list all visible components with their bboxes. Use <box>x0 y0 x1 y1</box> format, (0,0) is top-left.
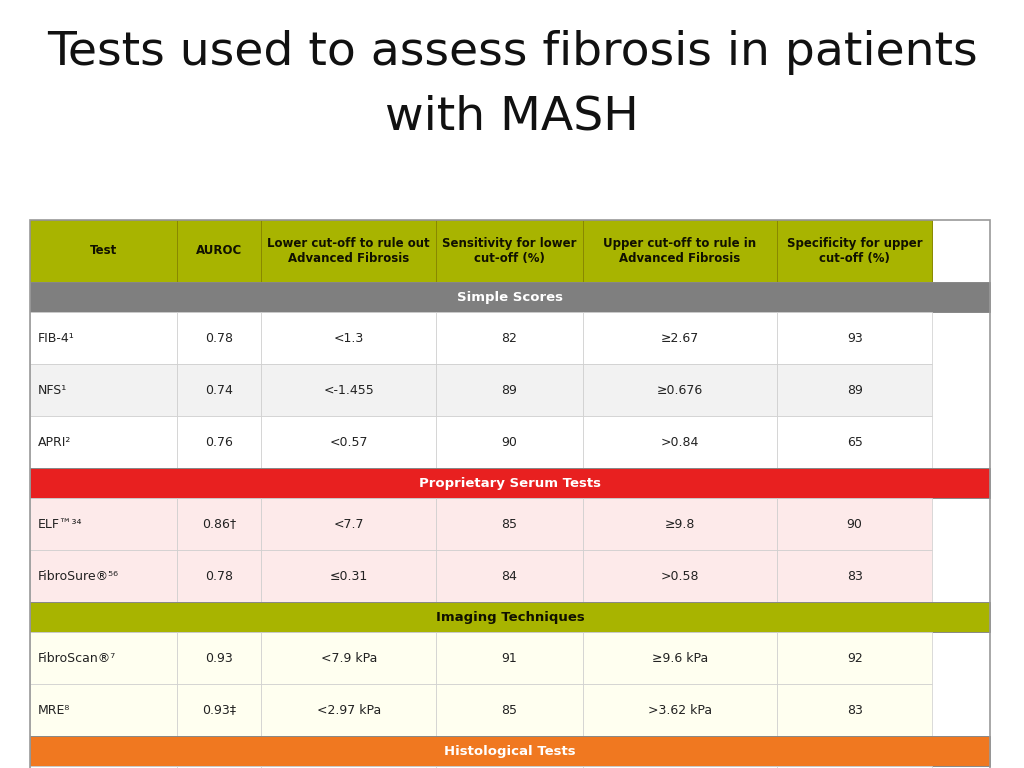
Text: 0.93‡: 0.93‡ <box>202 703 237 717</box>
Text: <2.97 kPa: <2.97 kPa <box>316 703 381 717</box>
Text: 0.78: 0.78 <box>205 332 233 345</box>
Text: 0.93: 0.93 <box>205 651 233 664</box>
Text: FibroSure®⁵⁶: FibroSure®⁵⁶ <box>38 570 119 582</box>
Text: ≥9.8: ≥9.8 <box>665 518 695 531</box>
Text: 93: 93 <box>847 332 862 345</box>
Text: <7.7: <7.7 <box>334 518 364 531</box>
Text: 0.76: 0.76 <box>205 435 233 449</box>
Text: 92: 92 <box>847 651 862 664</box>
Text: 89: 89 <box>847 383 862 396</box>
Text: 0.78: 0.78 <box>205 570 233 582</box>
Text: ≥2.67: ≥2.67 <box>660 332 699 345</box>
Text: >0.58: >0.58 <box>660 570 699 582</box>
Text: 85: 85 <box>502 518 517 531</box>
Text: NFS¹: NFS¹ <box>38 383 68 396</box>
Text: 89: 89 <box>502 383 517 396</box>
Text: AUROC: AUROC <box>196 244 243 257</box>
Text: with MASH: with MASH <box>385 95 639 140</box>
Text: Simple Scores: Simple Scores <box>457 290 563 303</box>
Text: Lower cut-off to rule out
Advanced Fibrosis: Lower cut-off to rule out Advanced Fibro… <box>267 237 430 265</box>
Text: <7.9 kPa: <7.9 kPa <box>321 651 377 664</box>
Text: 83: 83 <box>847 703 862 717</box>
Text: ≤0.31: ≤0.31 <box>330 570 368 582</box>
Text: 85: 85 <box>502 703 517 717</box>
Text: 0.86†: 0.86† <box>202 518 237 531</box>
Text: ≥0.676: ≥0.676 <box>656 383 703 396</box>
Text: 90: 90 <box>847 518 862 531</box>
Text: APRI²: APRI² <box>38 435 72 449</box>
Text: 65: 65 <box>847 435 862 449</box>
Text: FIB-4¹: FIB-4¹ <box>38 332 75 345</box>
Text: 82: 82 <box>502 332 517 345</box>
Text: Histological Tests: Histological Tests <box>444 744 575 757</box>
Text: <-1.455: <-1.455 <box>324 383 374 396</box>
Text: >0.84: >0.84 <box>660 435 699 449</box>
Text: Specificity for upper
cut-off (%): Specificity for upper cut-off (%) <box>786 237 923 265</box>
Text: Sensitivity for lower
cut-off (%): Sensitivity for lower cut-off (%) <box>442 237 577 265</box>
Text: Test: Test <box>90 244 117 257</box>
Text: 91: 91 <box>502 651 517 664</box>
Text: ELF™³⁴: ELF™³⁴ <box>38 518 83 531</box>
Text: 84: 84 <box>502 570 517 582</box>
Text: 83: 83 <box>847 570 862 582</box>
Text: <0.57: <0.57 <box>330 435 368 449</box>
Text: >3.62 kPa: >3.62 kPa <box>648 703 712 717</box>
Text: <1.3: <1.3 <box>334 332 364 345</box>
Text: Tests used to assess fibrosis in patients: Tests used to assess fibrosis in patient… <box>47 30 977 75</box>
Text: MRE⁸: MRE⁸ <box>38 703 71 717</box>
Text: ≥9.6 kPa: ≥9.6 kPa <box>652 651 708 664</box>
Text: Imaging Techniques: Imaging Techniques <box>435 611 585 624</box>
Text: FibroScan®⁷: FibroScan®⁷ <box>38 651 117 664</box>
Text: 0.74: 0.74 <box>205 383 233 396</box>
Text: Upper cut-off to rule in
Advanced Fibrosis: Upper cut-off to rule in Advanced Fibros… <box>603 237 757 265</box>
Text: 90: 90 <box>502 435 517 449</box>
Text: Proprietary Serum Tests: Proprietary Serum Tests <box>419 476 601 489</box>
